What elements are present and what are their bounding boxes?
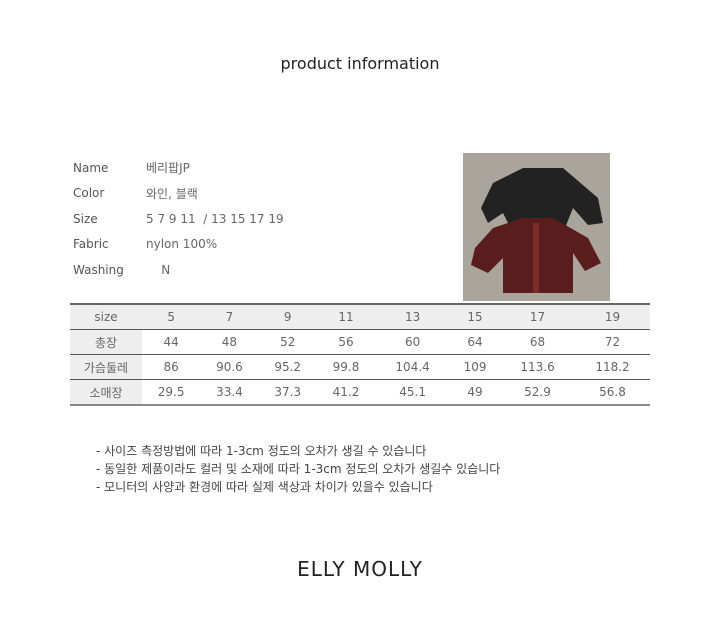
info-value: 베리팝JP (146, 161, 190, 176)
table-cell: 52 (258, 329, 317, 355)
brand-logo: ELLY MOLLY (297, 557, 423, 581)
header-cell: 5 (142, 304, 201, 330)
table-header-row: size 5 7 9 11 13 15 17 19 (70, 304, 650, 330)
table-row: 소매장 29.5 33.4 37.3 41.2 45.1 49 52.9 56.8 (70, 379, 650, 405)
table-cell: 29.5 (157, 385, 185, 399)
info-row: Washing N (73, 257, 284, 283)
size-table: size 5 7 9 11 13 15 17 19 총장 44 48 52 56 60 64 68 72 가슴둘레 8… (70, 303, 650, 406)
header-cell: size (70, 304, 142, 330)
table-cell: 90.6 (200, 354, 259, 380)
header-cell: 17 (500, 304, 575, 330)
info-row: Size 5 7 9 11 / 13 15 17 19 (73, 206, 284, 232)
table-cell: 56.8 (599, 385, 626, 399)
table-cell: 104.4 (375, 354, 451, 380)
info-value: 5 7 9 11 / 13 15 17 19 (146, 211, 284, 226)
table-cell: 41.2 (332, 385, 360, 399)
table-cell: 37.3 (274, 385, 302, 399)
table-cell: 95.2 (258, 354, 317, 380)
table-cell: 118.2 (575, 354, 650, 380)
table-cell: 48 (200, 329, 259, 355)
product-info-list: Name 베리팝JP Color 와인, 블랙 Size 5 7 9 11 / 13 15… (73, 155, 284, 283)
row-label: 소매장 (70, 379, 142, 405)
page-title: product information (280, 54, 440, 73)
table-cell: 56 (316, 329, 376, 355)
table-cell: 64 (450, 329, 501, 355)
table-row: 가슴둘레 86 90.6 95.2 99.8 104.4 109 113.6 118.2 (70, 354, 650, 380)
table-cell: 60 (375, 329, 451, 355)
notes: - 사이즈 측정방법에 따라 1-3cm 정도의 오차가 생길 수 있습니다 - … (96, 442, 500, 496)
header-cell: 7 (200, 304, 259, 330)
header-cell: 9 (258, 304, 317, 330)
header-cell: 19 (575, 304, 650, 330)
header-cell: 13 (375, 304, 451, 330)
row-label: 총장 (70, 329, 142, 355)
info-value: 와인, 블랙 (146, 186, 198, 201)
info-key: Size (73, 211, 98, 226)
row-label: 가슴둘레 (70, 354, 142, 380)
table-cell: 44 (142, 329, 201, 355)
header-cell: 15 (450, 304, 501, 330)
table-cell: 52.9 (524, 385, 551, 399)
info-key: Fabric (73, 237, 109, 252)
header-cell: 11 (316, 304, 376, 330)
table-cell: 45.1 (399, 385, 426, 399)
info-row: Color 와인, 블랙 (73, 181, 284, 207)
note-line: - 동일한 제품이라도 컬러 및 소재에 따라 1-3cm 정도의 오차가 생길… (96, 462, 501, 476)
info-key: Washing (73, 262, 124, 277)
table-cell: 49 (467, 385, 483, 399)
note-line: - 모니터의 사양과 환경에 따라 실제 색상과 차이가 있을수 있습니다 (96, 480, 433, 494)
table-cell: 113.6 (500, 354, 575, 380)
info-value: nylon 100% (146, 237, 218, 252)
info-key: Name (73, 160, 109, 175)
table-cell: 86 (142, 354, 201, 380)
product-photo (463, 153, 610, 301)
info-row: Fabric nylon 100% (73, 232, 284, 258)
table-row: 총장 44 48 52 56 60 64 68 72 (70, 329, 650, 355)
info-value: N (146, 262, 171, 277)
info-key: Color (73, 186, 105, 201)
table-cell: 109 (450, 354, 501, 380)
note-line: - 사이즈 측정방법에 따라 1-3cm 정도의 오차가 생길 수 있습니다 (96, 444, 427, 458)
table-cell: 33.4 (216, 385, 243, 399)
info-row: Name 베리팝JP (73, 155, 284, 181)
table-cell: 68 (500, 329, 575, 355)
table-cell: 99.8 (316, 354, 376, 380)
table-cell: 72 (575, 329, 650, 355)
